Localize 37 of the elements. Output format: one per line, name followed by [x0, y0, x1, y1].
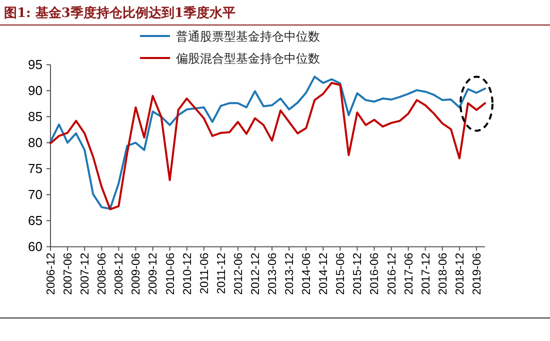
x-tick-label: 2009-12 — [148, 252, 160, 295]
x-tick-label: 2007-12 — [80, 252, 92, 295]
y-tick-label: 90 — [28, 83, 42, 98]
x-tick-label: 2018-12 — [454, 252, 466, 295]
x-tick-label: 2016-06 — [369, 252, 382, 295]
x-tick-label: 2010-06 — [164, 252, 177, 295]
x-tick-label: 2014-06 — [301, 252, 314, 295]
y-tick-label: 85 — [28, 109, 42, 124]
x-tick-label: 2011-06 — [198, 252, 211, 294]
x-tick-label: 2008-12 — [114, 252, 126, 295]
x-tick-label: 2014-12 — [318, 252, 330, 295]
x-tick-label: 2016-12 — [386, 252, 398, 295]
x-tick-label: 2012-12 — [250, 252, 262, 295]
x-tick-label: 2007-06 — [62, 252, 75, 295]
x-tick-label: 2017-06 — [403, 252, 416, 295]
x-tick-label: 2017-12 — [420, 252, 432, 295]
chart-title: 图1: 基金3季度持仓比例达到1季度水平 — [4, 5, 236, 21]
y-tick-label: 80 — [28, 135, 42, 150]
x-tick-label: 2008-06 — [96, 252, 109, 295]
x-tick-label: 2019-06 — [471, 252, 484, 295]
x-tick-label: 2006-12 — [46, 252, 58, 295]
y-tick-label: 70 — [28, 187, 42, 202]
x-tick-label: 2011-12 — [216, 252, 228, 294]
y-tick-label: 65 — [28, 213, 42, 228]
x-tick-label: 2015-06 — [335, 252, 348, 295]
y-tick-label: 95 — [28, 57, 42, 72]
x-tick-label: 2013-12 — [284, 252, 296, 295]
y-tick-label: 60 — [28, 239, 42, 254]
legend-label: 偏股混合型基金持仓中位数 — [176, 52, 320, 66]
x-tick-label: 2013-06 — [267, 252, 280, 295]
y-tick-label: 75 — [28, 161, 42, 176]
x-tick-label: 2009-06 — [130, 252, 143, 295]
x-tick-label: 2015-12 — [352, 252, 364, 295]
legend-label: 普通股票型基金持仓中位数 — [176, 30, 320, 44]
x-tick-label: 2012-06 — [232, 252, 245, 295]
x-tick-label: 2018-06 — [437, 252, 450, 295]
x-tick-label: 2010-12 — [182, 252, 194, 295]
